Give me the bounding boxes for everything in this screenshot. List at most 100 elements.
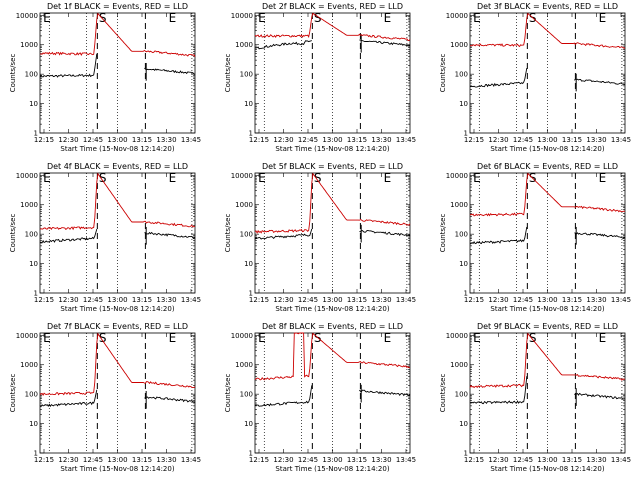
y-axis-label: Counts/sec xyxy=(224,374,232,413)
x-axis-label: Start Time (15-Nov-08 12:14:20) xyxy=(490,305,604,313)
x-axis-label: Start Time (15-Nov-08 12:14:20) xyxy=(275,305,389,313)
y-tick-label: 10000 xyxy=(231,172,253,180)
x-tick-label: 13:45 xyxy=(396,296,416,304)
y-axis-label: Counts/sec xyxy=(439,374,447,413)
y-tick-label: 1 xyxy=(34,290,38,298)
chart-title: Det 1f BLACK = Events, RED = LLD xyxy=(47,2,188,11)
x-tick-label: 12:15 xyxy=(249,296,269,304)
y-tick-label: 1 xyxy=(34,130,38,138)
x-tick-label: 13:45 xyxy=(181,136,201,144)
y-tick-label: 100 xyxy=(25,231,38,239)
event-marker-s: S xyxy=(314,171,322,185)
event-marker-e: E xyxy=(384,331,392,345)
lld-series-line xyxy=(254,172,411,234)
y-tick-label: 10000 xyxy=(16,332,38,340)
chart-panel-6: Det 6f BLACK = Events, RED = LLD 1 10 100 10… xyxy=(439,162,631,313)
chart-panel-4: Det 4f BLACK = Events, RED = LLD 1 10 100 10… xyxy=(9,162,201,313)
x-tick-label: 13:00 xyxy=(322,296,342,304)
x-tick-label: 13:45 xyxy=(181,296,201,304)
chart-panel-2: Det 2f BLACK = Events, RED = LLD 1 10 100 10… xyxy=(224,2,416,153)
x-axis-label: Start Time (15-Nov-08 12:14:20) xyxy=(275,145,389,153)
y-tick-label: 100 xyxy=(455,391,468,399)
chart-title: Det 7f BLACK = Events, RED = LLD xyxy=(47,322,188,331)
lld-series-line xyxy=(254,332,411,381)
event-marker-s: S xyxy=(99,11,107,25)
x-tick-label: 13:00 xyxy=(322,456,342,464)
x-tick-label: 13:15 xyxy=(347,296,367,304)
events-series-line xyxy=(574,392,626,400)
x-tick-label: 12:45 xyxy=(83,456,103,464)
event-marker-e: E xyxy=(599,171,607,185)
y-axis-label: Counts/sec xyxy=(224,214,232,253)
y-tick-label: 10 xyxy=(459,260,468,268)
x-tick-label: 12:45 xyxy=(298,136,318,144)
x-axis-label: Start Time (15-Nov-08 12:14:20) xyxy=(275,465,389,473)
y-tick-label: 1000 xyxy=(235,41,253,49)
chart-panel-7: Det 7f BLACK = Events, RED = LLD 1 10 100 10… xyxy=(9,322,201,473)
chart-panel-8: Det 8f BLACK = Events, RED = LLD 1 10 100 10… xyxy=(224,322,416,473)
x-tick-label: 13:30 xyxy=(156,456,176,464)
x-axis-label: Start Time (15-Nov-08 12:14:20) xyxy=(60,465,174,473)
event-marker-e: E xyxy=(43,11,51,25)
event-marker-e: E xyxy=(43,171,51,185)
event-marker-e: E xyxy=(384,171,392,185)
event-marker-e: E xyxy=(258,171,266,185)
y-tick-label: 100 xyxy=(240,231,253,239)
y-tick-label: 1000 xyxy=(20,201,38,209)
x-tick-label: 13:00 xyxy=(537,296,557,304)
y-tick-label: 1000 xyxy=(20,41,38,49)
x-tick-label: 13:30 xyxy=(371,296,391,304)
y-tick-label: 1 xyxy=(464,130,468,138)
x-tick-label: 13:15 xyxy=(132,136,152,144)
event-marker-s: S xyxy=(99,331,107,345)
lld-series-line xyxy=(39,332,196,397)
events-series-line xyxy=(574,78,625,85)
x-tick-label: 12:15 xyxy=(464,136,484,144)
y-tick-label: 1 xyxy=(464,450,468,458)
x-tick-label: 12:15 xyxy=(34,456,54,464)
y-tick-label: 10 xyxy=(244,420,253,428)
events-series-line xyxy=(144,67,196,75)
x-tick-label: 13:45 xyxy=(611,296,631,304)
x-tick-label: 12:45 xyxy=(513,456,533,464)
x-tick-label: 12:30 xyxy=(488,296,508,304)
events-series-line xyxy=(574,232,626,239)
events-series-line xyxy=(39,389,98,408)
y-tick-label: 1000 xyxy=(235,201,253,209)
x-tick-label: 13:45 xyxy=(611,456,631,464)
event-marker-e: E xyxy=(43,331,51,345)
y-tick-label: 10 xyxy=(459,420,468,428)
chart-title: Det 5f BLACK = Events, RED = LLD xyxy=(262,162,403,171)
y-axis-label: Counts/sec xyxy=(439,54,447,93)
y-tick-label: 10 xyxy=(244,100,253,108)
x-axis-label: Start Time (15-Nov-08 12:14:20) xyxy=(60,145,174,153)
lld-series-line xyxy=(39,12,196,58)
x-tick-label: 13:15 xyxy=(132,456,152,464)
event-marker-s: S xyxy=(99,171,107,185)
events-series-line xyxy=(144,231,196,239)
x-tick-label: 12:15 xyxy=(249,136,269,144)
event-marker-e: E xyxy=(169,331,177,345)
y-axis-label: Counts/sec xyxy=(9,374,17,413)
event-marker-e: E xyxy=(258,11,266,25)
x-axis-label: Start Time (15-Nov-08 12:14:20) xyxy=(60,305,174,313)
x-tick-label: 13:30 xyxy=(586,136,606,144)
events-series-line xyxy=(469,376,528,405)
x-tick-label: 13:45 xyxy=(396,456,416,464)
event-marker-e: E xyxy=(384,11,392,25)
events-series-line xyxy=(254,40,312,50)
event-marker-e: E xyxy=(169,171,177,185)
y-tick-label: 1 xyxy=(249,290,253,298)
event-marker-e: E xyxy=(599,11,607,25)
events-series-line xyxy=(144,396,196,403)
x-tick-label: 12:45 xyxy=(298,296,318,304)
y-tick-label: 100 xyxy=(240,71,253,79)
y-tick-label: 1 xyxy=(249,130,253,138)
y-tick-label: 1 xyxy=(464,290,468,298)
x-tick-label: 12:45 xyxy=(83,296,103,304)
events-series-line xyxy=(469,68,528,88)
x-tick-label: 12:15 xyxy=(34,136,54,144)
x-tick-label: 12:45 xyxy=(513,136,533,144)
y-axis-label: Counts/sec xyxy=(9,214,17,253)
y-tick-label: 1000 xyxy=(450,201,468,209)
